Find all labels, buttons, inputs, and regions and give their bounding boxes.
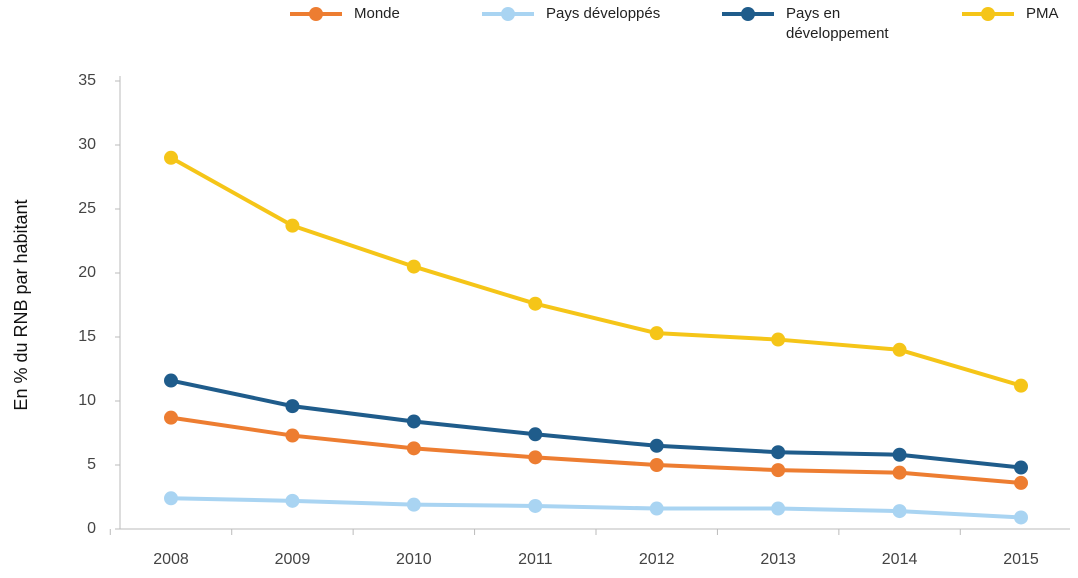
point — [406, 259, 421, 274]
legend-item: PMA — [960, 4, 1059, 24]
y-tick-label: 35 — [78, 72, 96, 89]
legend-swatch — [962, 7, 1014, 21]
y-tick-label: 15 — [78, 328, 96, 345]
point — [649, 326, 664, 341]
point — [528, 427, 543, 442]
point — [892, 447, 907, 462]
legend-label: Pays en développement — [786, 5, 889, 42]
point — [771, 463, 786, 478]
point — [1014, 378, 1028, 393]
point — [892, 504, 907, 519]
point — [528, 498, 543, 513]
point — [285, 493, 300, 508]
point — [649, 458, 664, 472]
point — [164, 491, 178, 506]
legend-item: Monde — [288, 4, 400, 24]
series-line — [170, 496, 1022, 520]
point — [892, 465, 907, 480]
y-tick-label: 0 — [87, 520, 96, 537]
point — [285, 218, 300, 233]
x-tick-label: 2011 — [518, 551, 553, 568]
y-tick-label: 30 — [78, 136, 96, 153]
x-tick-label: 2015 — [1003, 551, 1039, 568]
point — [285, 399, 300, 414]
point — [164, 373, 178, 388]
y-tick-label: 5 — [87, 456, 96, 473]
point — [285, 428, 300, 443]
point — [406, 414, 421, 429]
legend-label: PMA — [1026, 5, 1059, 22]
point — [1014, 460, 1028, 475]
point — [528, 296, 543, 311]
legend-swatch — [290, 7, 342, 21]
point — [649, 501, 664, 516]
point — [892, 342, 907, 357]
x-tick-label: 2012 — [639, 551, 675, 568]
y-axis-label: En % du RNB par habitant — [11, 199, 31, 410]
x-tick-label: 2013 — [760, 551, 796, 568]
point — [649, 438, 664, 453]
y-tick-label: 25 — [78, 200, 96, 217]
point — [771, 501, 786, 516]
legend-label: Monde — [354, 5, 400, 22]
legend-item: Pays en développement — [720, 4, 926, 44]
point — [771, 332, 786, 347]
point — [406, 497, 421, 512]
legend-item: Pays développés — [480, 4, 660, 24]
series-line — [170, 415, 1022, 485]
point — [164, 410, 178, 425]
legend-swatch — [722, 7, 774, 21]
point — [406, 441, 421, 456]
legend-label: Pays développés — [546, 5, 661, 22]
point — [164, 150, 178, 165]
x-tick-label: 2014 — [882, 551, 918, 568]
y-tick-label: 10 — [78, 392, 96, 409]
y-tick-label: 20 — [78, 264, 96, 281]
point — [1014, 510, 1028, 525]
point — [1014, 475, 1028, 490]
x-tick-label: 2008 — [153, 551, 189, 568]
legend-swatch — [482, 7, 534, 21]
x-tick-label: 2010 — [396, 551, 432, 568]
point — [528, 450, 543, 465]
x-tick-label: 2009 — [275, 551, 311, 568]
series-line — [170, 378, 1022, 470]
point — [771, 445, 786, 460]
series-line — [170, 156, 1022, 388]
